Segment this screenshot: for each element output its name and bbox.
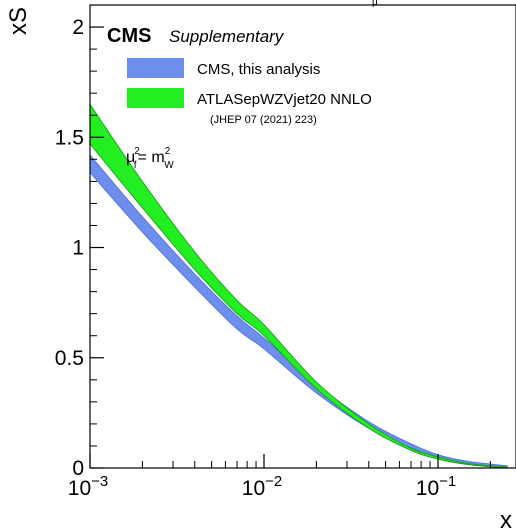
cms-label: CMS: [107, 25, 151, 47]
bands-layer: [90, 103, 508, 468]
label-layer: x xS μ CMS Supplementary CMS, this analysis AT…: [5, 0, 512, 531]
clipped-top-mu: μ: [372, 0, 378, 8]
cms-supplementary-label: Supplementary: [169, 27, 285, 46]
legend-label-atlas: ATLASepWZVjet20 NNLO: [197, 91, 372, 108]
legend-swatch-cms: [127, 58, 184, 78]
legend-atlas-reference: (JHEP 07 (2021) 223): [210, 114, 317, 126]
y-axis-title: xS: [5, 7, 32, 35]
y-tick-label: 0.5: [55, 347, 84, 370]
legend-swatch-atlas: [127, 88, 184, 108]
y-axis: 0 0.5 1 1.5 2: [55, 4, 104, 480]
x-axis-title: x: [500, 507, 512, 531]
y-tick-label: 2: [72, 16, 84, 39]
scale-annotation: μ2 f= m2 W: [126, 146, 174, 171]
x-axis: 10−3 10−2 10−1: [68, 454, 491, 500]
band-atlas: [90, 103, 508, 468]
plot-frame: [89, 4, 516, 469]
y-tick-label: 0: [72, 457, 84, 480]
x-tick-label: 10−3: [68, 473, 108, 500]
x-tick-label: 10−1: [416, 473, 456, 500]
y-tick-label: 1: [72, 237, 84, 260]
legend-label-cms: CMS, this analysis: [197, 61, 320, 78]
x-tick-label: 10−2: [242, 473, 282, 500]
y-tick-label: 1.5: [55, 126, 84, 149]
